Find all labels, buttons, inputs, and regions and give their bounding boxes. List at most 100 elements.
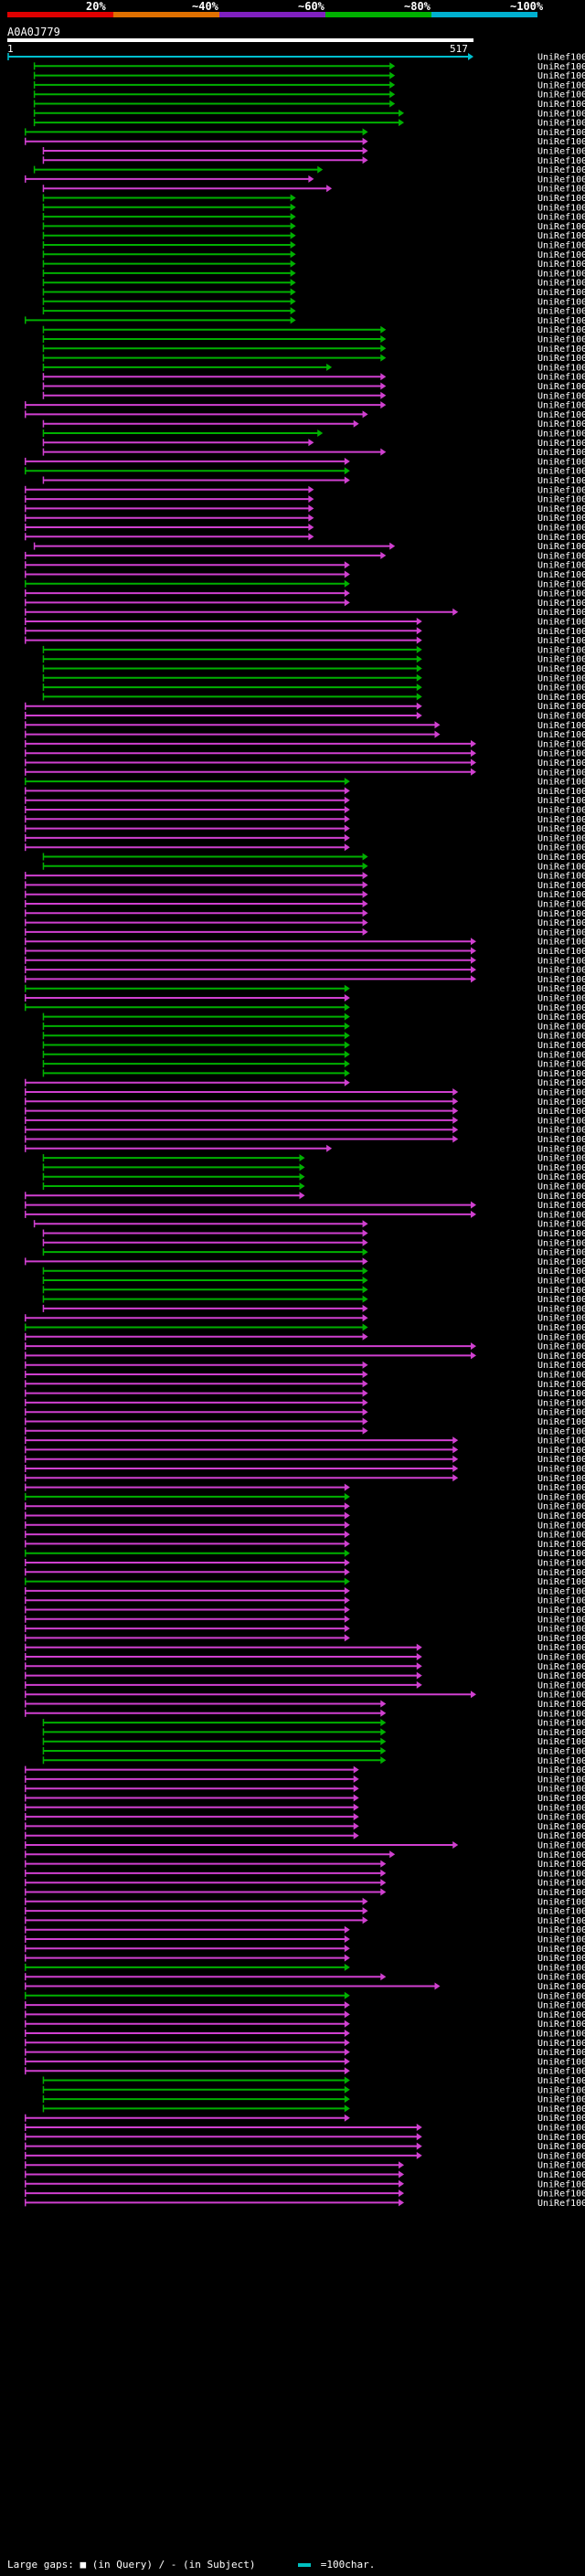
hit-label[interactable]: UniRef100_Q9H0A4-2 — [537, 909, 585, 919]
hit-label[interactable]: UniRef100_B5S9E9 — [537, 2151, 585, 2161]
hit-label[interactable]: UniRef100_UP1000. — [537, 843, 585, 853]
hit-label[interactable]: UniRef100_B7Q054 — [537, 862, 585, 872]
hit-label[interactable]: UniRef100_Q4TAA0 — [537, 1116, 585, 1126]
hit-label[interactable]: UniRef100_Q2U7S9 — [537, 2019, 585, 2030]
hit-label[interactable]: UniRef100_Q756R8 — [537, 1304, 585, 1314]
hit-label[interactable]: UniRef100_C1IEO2 — [537, 1502, 585, 1512]
hit-label[interactable]: UniRef100_Q4YHT3 — [537, 881, 585, 891]
hit-label[interactable]: UniRef100_Q5IT41 — [537, 1078, 585, 1088]
hit-label[interactable]: UniRef100_UP1000. — [537, 1879, 585, 1889]
hit-label[interactable]: UniRef100_Q4X3S5 — [537, 1257, 585, 1267]
hit-label[interactable]: UniRef100_C5X1Z8 — [537, 71, 585, 81]
hit-label[interactable]: UniRef100_Q6NUD6 — [537, 1596, 585, 1606]
hit-label[interactable]: UniRef100_B7KA14 — [537, 137, 585, 147]
hit-label[interactable]: UniRef100_A9K4Y6 — [537, 1653, 585, 1663]
hit-label[interactable]: UniRef100_UP1000. — [537, 1577, 585, 1587]
hit-label[interactable]: UniRef100_Q0776A — [537, 250, 585, 260]
hit-label[interactable]: UniRef100_C5X273 — [537, 325, 585, 335]
hit-label[interactable]: UniRef100_C5YM75 — [537, 203, 585, 213]
hit-label[interactable]: UniRef100_Q5BLG3 — [537, 645, 585, 655]
hit-label[interactable]: UniRef100_UP1000. — [537, 815, 585, 825]
hit-label[interactable]: UniRef100_B6V623 — [537, 175, 585, 185]
hit-label[interactable]: UniRef100_UP1000. — [537, 2001, 585, 2011]
hit-label[interactable]: UniRef100_B9IFE9 — [537, 673, 585, 684]
hit-label[interactable]: UniRef100_C6SW50 — [537, 345, 585, 355]
hit-label[interactable]: UniRef100_UP1000. — [537, 956, 585, 966]
hit-label[interactable]: UniRef100_B4J4R1 — [537, 1634, 585, 1644]
hit-label[interactable]: UniRef100_UP1000. — [537, 2057, 585, 2067]
hit-label[interactable]: UniRef100_Q6NUK4 — [537, 1785, 585, 1795]
hit-label[interactable]: UniRef100_UP1000. — [537, 975, 585, 985]
hit-label[interactable]: UniRef100_C3Z345 — [537, 467, 585, 477]
hit-label[interactable]: UniRef100_A9TSJ5 — [537, 542, 585, 552]
hit-label[interactable]: UniRef100_Q4P6N0 — [537, 2039, 585, 2049]
hit-label[interactable]: UniRef100_B6HMB3 — [537, 514, 585, 524]
hit-label[interactable]: UniRef100_C6TMX3 — [537, 260, 585, 270]
hit-label[interactable]: UniRef100_UP1000. — [537, 1342, 585, 1352]
hit-label[interactable]: UniRef100_B7A8Z3 — [537, 1012, 585, 1023]
hit-label[interactable]: UniRef100_Q4P8P4 — [537, 2104, 585, 2115]
hit-label[interactable]: UniRef100_Q5RBK7 — [537, 1361, 585, 1371]
hit-label[interactable]: UniRef100_Q0D2B8 — [537, 1371, 585, 1381]
hit-label[interactable]: UniRef100_Q6DCM0 — [537, 1088, 585, 1098]
hit-label[interactable]: UniRef100_C5Y196 — [537, 1869, 585, 1879]
hit-label[interactable]: UniRef100_UP1000. — [537, 1709, 585, 1719]
hit-label[interactable]: UniRef100_A0P8V5 — [537, 2170, 585, 2180]
hit-label[interactable]: UniRef100_B9G3Y2 — [537, 853, 585, 863]
hit-label[interactable]: UniRef100_B9E9F0 — [537, 2142, 585, 2152]
hit-label[interactable]: UniRef100_Q7UAP6 — [537, 269, 585, 279]
hit-label[interactable]: UniRef100_B9H1U7 — [537, 1003, 585, 1013]
hit-label[interactable]: UniRef100_A6QQT6 — [537, 1897, 585, 1907]
hit-label[interactable]: UniRef100_Q2Z5B4 — [537, 1408, 585, 1418]
hit-label[interactable]: UniRef100_Q17SJ9 — [537, 1172, 585, 1182]
hit-label[interactable]: UniRef100_UP1000. — [537, 401, 585, 411]
hit-label[interactable]: UniRef100_B3RR14 — [537, 1615, 585, 1625]
hit-label[interactable]: UniRef100_C3ZZ30 — [537, 1022, 585, 1032]
hit-label[interactable]: UniRef100_Q4WTW3 — [537, 1192, 585, 1202]
hit-label[interactable]: UniRef100_UP1000. — [537, 373, 585, 383]
hit-label[interactable]: UniRef100_B8B8J6 — [537, 156, 585, 166]
hit-label[interactable]: UniRef100_Q2GYA2 — [537, 2067, 585, 2077]
hit-label[interactable]: UniRef100_Q6CEQ7 — [537, 1323, 585, 1333]
hit-label[interactable]: UniRef100_UP1000. — [537, 1474, 585, 1484]
hit-label[interactable]: UniRef100_C4QTY0 — [537, 730, 585, 740]
hit-label[interactable]: UniRef100_B4MNM5 — [537, 1041, 585, 1051]
hit-label[interactable]: UniRef100_Q7YWA1 — [537, 1154, 585, 1164]
hit-label[interactable]: UniRef100_B4P8N6 — [537, 1267, 585, 1277]
hit-label[interactable]: UniRef100_B9S309 — [537, 185, 585, 195]
hit-label[interactable]: UniRef100_A5BCS5 — [537, 1492, 585, 1502]
hit-label[interactable]: UniRef100_UP1000. — [537, 2048, 585, 2058]
hit-label[interactable]: UniRef100_Q0TYU8 — [537, 391, 585, 401]
hit-label[interactable]: UniRef100_B6VA17 — [537, 410, 585, 420]
hit-label[interactable]: UniRef100_B6SRN8 — [537, 147, 585, 157]
hit-label[interactable]: UniRef100_Q67WL5 — [537, 1841, 585, 1851]
hit-label[interactable]: UniRef100_B4I8D9 — [537, 1277, 585, 1287]
hit-label[interactable]: UniRef100_Q4RMC2 — [537, 1606, 585, 1616]
hit-label[interactable]: UniRef100_Q8S1B0 — [537, 1511, 585, 1521]
hit-label[interactable]: UniRef100_Q661F1 — [537, 316, 585, 326]
hit-label[interactable]: UniRef100_Q4TS92 — [537, 2076, 585, 2086]
hit-label[interactable]: UniRef100_B7FT25 — [537, 165, 585, 175]
hit-label[interactable]: UniRef100_A9RGS8 — [537, 128, 585, 138]
hit-label[interactable]: UniRef100_Q9P3A4 — [537, 524, 585, 534]
hit-label[interactable]: UniRef100_UP1000. — [537, 1549, 585, 1559]
hit-label[interactable]: UniRef100_Q5QGX0 — [537, 1126, 585, 1136]
hit-label[interactable]: UniRef100_UP1000. — [537, 938, 585, 948]
hit-label[interactable]: UniRef100_A8Q8C3 — [537, 1643, 585, 1653]
hit-label[interactable]: UniRef100_Q6JYY3 — [537, 2161, 585, 2171]
hit-label[interactable]: UniRef100_A0DMD1 — [537, 1060, 585, 1070]
hit-label[interactable]: UniRef100_Q3EJW9 — [537, 279, 585, 289]
hit-label[interactable]: UniRef100_B0ENL5 — [537, 1380, 585, 1390]
hit-label[interactable]: UniRef100_Q8K072 — [537, 1446, 585, 1456]
hit-label[interactable]: UniRef100_UP1000. — [537, 1982, 585, 1992]
hit-label[interactable]: UniRef100_UP1000. — [537, 1465, 585, 1475]
hit-label[interactable]: UniRef100_B9I1C2 — [537, 231, 585, 241]
hit-label[interactable]: UniRef100_C6T9L1 — [537, 1860, 585, 1870]
hit-label[interactable]: UniRef100_A2ZFU6 — [537, 354, 585, 364]
hit-label[interactable]: UniRef100_B3MEL8 — [537, 1417, 585, 1427]
hit-label[interactable]: UniRef100_B7ZZK9 — [537, 712, 585, 722]
hit-label[interactable]: UniRef100_Q6FUD5 — [537, 1220, 585, 1230]
hit-label[interactable]: UniRef100_A7QE50 — [537, 1625, 585, 1635]
hit-label[interactable]: UniRef100_B9GLF6 — [537, 448, 585, 458]
hit-label[interactable]: UniRef100_UP1000. — [537, 1352, 585, 1362]
